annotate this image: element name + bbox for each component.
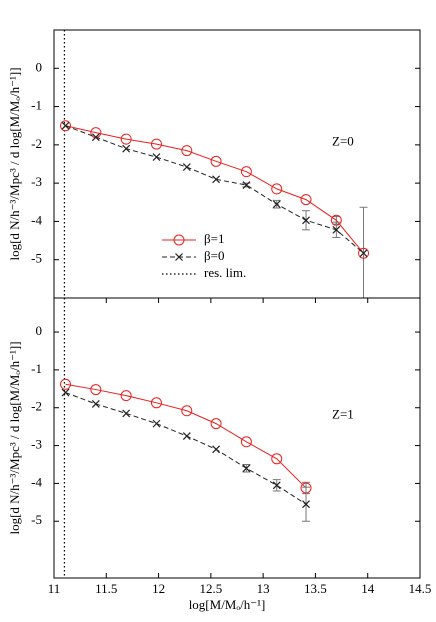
series-line (65, 383, 307, 489)
y-tick-label: -4 (31, 474, 42, 489)
marker (175, 253, 183, 261)
marker (358, 247, 370, 259)
y-tick-label: 0 (36, 323, 43, 338)
marker (182, 163, 191, 171)
y-tick-label: 0 (36, 59, 43, 74)
marker (122, 144, 131, 153)
marker (212, 175, 221, 184)
marker (120, 390, 132, 402)
marker (359, 249, 368, 258)
marker (210, 155, 222, 167)
y-tick-label: -1 (31, 361, 42, 376)
marker (181, 145, 193, 157)
y-tick-label: -1 (31, 98, 42, 113)
y-axis-label: log[d N/h⁻³/Mpc³ / d log[M/Mₒ/h⁻¹]] (7, 67, 22, 260)
x-tick-label: 12.5 (199, 581, 222, 596)
y-tick-label: -2 (31, 136, 42, 151)
marker (181, 405, 193, 417)
legend: β=1 β=0 res. lim. (162, 231, 246, 280)
x-tick-label: 12 (152, 581, 165, 596)
marker (60, 120, 72, 132)
y-axis-label: log[d N/h⁻³/Mpc³ / d log[M/Mₒ/h⁻¹]] (7, 341, 22, 534)
y-tick-label: -2 (31, 399, 42, 414)
marker (242, 464, 251, 473)
marker (272, 200, 281, 209)
marker (240, 166, 252, 178)
legend-label: β=0 (204, 248, 224, 263)
x-axis-label: log[M/Mₒ/h⁻¹] (189, 597, 266, 612)
marker (332, 225, 341, 234)
marker (152, 419, 161, 428)
marker (61, 388, 70, 397)
marker (150, 138, 162, 150)
annotation: Z=1 (332, 407, 354, 422)
marker (242, 181, 251, 189)
marker (61, 121, 70, 130)
marker (60, 378, 72, 390)
y-tick-label: -5 (31, 251, 42, 266)
series-line (65, 125, 364, 254)
marker (122, 409, 131, 418)
y-tick-label: -5 (31, 512, 42, 527)
marker (210, 418, 222, 430)
marker (212, 445, 221, 454)
marker (302, 500, 310, 509)
x-tick-label: 14 (361, 581, 375, 596)
y-tick-label: -3 (31, 174, 42, 189)
plot-area (60, 30, 370, 298)
marker (300, 194, 312, 206)
marker (271, 453, 283, 465)
marker (240, 436, 252, 448)
annotation: Z=0 (332, 134, 354, 149)
marker (302, 216, 310, 225)
x-tick-label: 13 (257, 581, 270, 596)
marker (271, 183, 283, 195)
legend-label: β=1 (204, 231, 224, 246)
marker (150, 397, 162, 409)
marker (91, 400, 100, 408)
x-tick-label: 11.5 (95, 581, 117, 596)
marker (90, 384, 102, 396)
marker (182, 432, 191, 441)
series-line (65, 392, 307, 505)
y-tick-label: -3 (31, 437, 42, 452)
marker (272, 481, 281, 490)
y-tick-label: -4 (31, 212, 42, 227)
x-tick-label: 13.5 (304, 581, 327, 596)
marker (152, 153, 161, 162)
marker (173, 234, 185, 246)
axes-frame (53, 297, 421, 579)
x-tick-label: 14.5 (409, 581, 432, 596)
x-tick-label: 11 (48, 581, 61, 596)
plot-area (60, 298, 312, 578)
marker (120, 133, 132, 145)
marker (91, 133, 100, 142)
legend-label: res. lim. (204, 265, 246, 280)
